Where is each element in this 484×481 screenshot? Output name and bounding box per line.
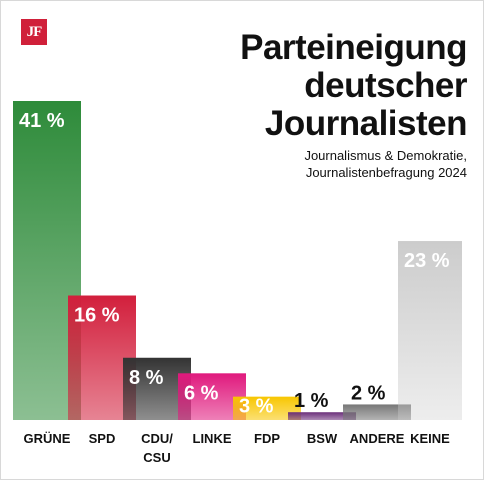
title-line-3: Journalisten [264,104,468,143]
category-label-3: LINKE [193,431,232,446]
category-label-6: ANDERE [350,431,405,446]
bar-7 [398,241,462,420]
title-line-2: deutscher [304,66,467,105]
value-label-3: 6 % [184,382,219,404]
value-label-4: 3 % [239,396,274,418]
category-label-4: FDP [254,431,280,446]
value-label-7: 23 % [404,250,450,272]
title-line-1: Parteineigung [240,28,467,67]
value-label-5: 1 % [294,390,329,412]
value-label-0: 41 % [19,110,65,132]
value-label-1: 16 % [74,305,120,327]
category-label-7: KEINE [410,431,450,446]
subtitle-line-1: Journalismus & Demokratie, [304,148,467,163]
bar-5 [288,412,356,420]
bar-6 [343,404,411,420]
category-label-2-line-1: CSU [143,450,170,465]
chart-subtitle: Journalismus & Demokratie, Journalistenb… [167,147,467,181]
jf-logo: JF [21,19,47,45]
value-label-2: 8 % [129,367,164,389]
subtitle-line-2: Journalistenbefragung 2024 [305,165,467,180]
chart-title: Parteineigung deutscher Journalisten [167,29,467,143]
category-label-2-line-0: CDU/ [141,431,173,446]
bar-4 [233,396,301,420]
category-label-0: GRÜNE [24,431,71,446]
category-label-1: SPD [89,431,116,446]
category-label-5: BSW [307,431,338,446]
value-label-6: 2 % [351,382,386,404]
